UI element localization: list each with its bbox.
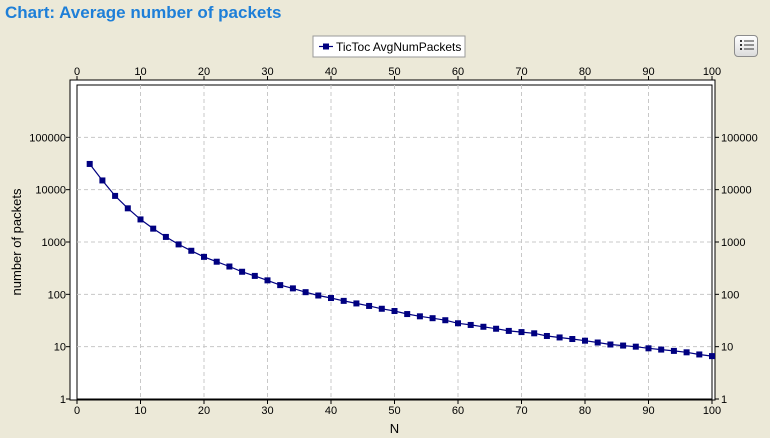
y-tick-label-right: 1 bbox=[721, 394, 727, 406]
data-point bbox=[404, 311, 411, 318]
data-point bbox=[239, 268, 246, 275]
data-point bbox=[86, 160, 93, 167]
data-point bbox=[658, 346, 665, 353]
y-tick-label: 100000 bbox=[29, 132, 66, 144]
data-point bbox=[505, 327, 512, 334]
data-point bbox=[493, 325, 500, 332]
x-tick-label-top: 40 bbox=[325, 66, 337, 78]
data-point bbox=[518, 329, 525, 336]
chart-title: Chart: Average number of packets bbox=[5, 3, 282, 22]
data-point bbox=[226, 263, 233, 270]
data-point bbox=[480, 323, 487, 330]
data-point bbox=[683, 349, 690, 356]
x-tick-label: 60 bbox=[452, 405, 464, 417]
y-tick-label: 1000 bbox=[42, 237, 66, 249]
data-point bbox=[442, 317, 449, 324]
plot-area bbox=[69, 79, 716, 401]
x-tick-label: 80 bbox=[579, 405, 591, 417]
x-tick-label-top: 90 bbox=[642, 66, 654, 78]
data-point bbox=[188, 247, 195, 254]
data-point bbox=[416, 313, 423, 320]
x-tick-label-top: 0 bbox=[74, 66, 80, 78]
x-tick-label: 20 bbox=[198, 405, 210, 417]
x-tick-label: 50 bbox=[388, 405, 400, 417]
y-tick-label-right: 100000 bbox=[721, 132, 758, 144]
data-point bbox=[378, 305, 385, 312]
x-tick-label-top: 70 bbox=[515, 66, 527, 78]
data-point bbox=[264, 277, 271, 284]
y-tick-label-right: 1000 bbox=[721, 237, 745, 249]
data-point bbox=[391, 308, 398, 315]
data-point bbox=[162, 233, 169, 240]
data-point bbox=[455, 320, 461, 327]
x-tick-label: 10 bbox=[134, 405, 146, 417]
data-point bbox=[531, 330, 538, 337]
x-tick-label-top: 10 bbox=[134, 66, 146, 78]
legend-toggle-button[interactable] bbox=[734, 35, 758, 57]
data-point bbox=[429, 315, 436, 322]
data-point bbox=[150, 225, 157, 232]
y-tick-label: 10 bbox=[54, 342, 66, 354]
data-point bbox=[645, 345, 652, 352]
legend-box bbox=[312, 35, 466, 58]
y-tick-label: 100 bbox=[48, 289, 66, 301]
data-point bbox=[607, 341, 614, 348]
y-tick-label: 1 bbox=[60, 394, 66, 406]
data-point bbox=[467, 321, 474, 328]
y-tick-label-right: 100 bbox=[721, 289, 739, 301]
data-point bbox=[340, 297, 347, 304]
data-point bbox=[670, 347, 677, 354]
data-point bbox=[582, 337, 588, 344]
x-tick-label: 40 bbox=[325, 405, 337, 417]
data-point bbox=[302, 289, 309, 296]
data-point bbox=[289, 285, 296, 292]
data-point bbox=[353, 300, 360, 307]
legend-marker-icon bbox=[323, 43, 329, 50]
x-tick-label-top: 60 bbox=[452, 66, 464, 78]
data-point bbox=[556, 334, 563, 341]
data-point bbox=[328, 295, 334, 302]
data-point bbox=[709, 353, 715, 360]
x-tick-label-top: 30 bbox=[261, 66, 273, 78]
data-point bbox=[112, 192, 119, 199]
x-tick-label-top: 80 bbox=[579, 66, 591, 78]
data-point bbox=[137, 216, 144, 223]
legend-entry: TicToc AvgNumPackets bbox=[336, 40, 461, 54]
x-tick-label: 90 bbox=[642, 405, 654, 417]
y-tick-label-right: 10000 bbox=[721, 185, 752, 197]
list-icon bbox=[740, 40, 754, 50]
data-point bbox=[201, 253, 207, 260]
x-tick-label: 100 bbox=[703, 405, 721, 417]
y-tick-label: 10000 bbox=[35, 185, 66, 197]
x-tick-label-top: 100 bbox=[703, 66, 721, 78]
x-tick-label: 70 bbox=[515, 405, 527, 417]
data-point bbox=[251, 272, 258, 279]
data-point bbox=[315, 292, 322, 299]
data-point bbox=[696, 351, 703, 358]
data-point bbox=[175, 241, 182, 248]
y-tick-label-right: 10 bbox=[721, 342, 733, 354]
data-point bbox=[543, 332, 550, 339]
data-point bbox=[632, 343, 639, 350]
data-point bbox=[213, 258, 220, 265]
data-point bbox=[277, 282, 284, 289]
x-tick-label-top: 20 bbox=[198, 66, 210, 78]
x-tick-label: 0 bbox=[74, 405, 80, 417]
data-point bbox=[594, 339, 601, 346]
x-tick-label: 30 bbox=[261, 405, 273, 417]
data-point bbox=[124, 205, 131, 212]
data-point bbox=[366, 302, 373, 309]
y-axis-label: number of packets bbox=[9, 188, 24, 295]
data-point bbox=[99, 177, 106, 184]
x-tick-label-top: 50 bbox=[388, 66, 400, 78]
x-axis-label: N bbox=[390, 421, 399, 436]
data-point bbox=[569, 336, 576, 343]
data-point bbox=[620, 342, 627, 349]
